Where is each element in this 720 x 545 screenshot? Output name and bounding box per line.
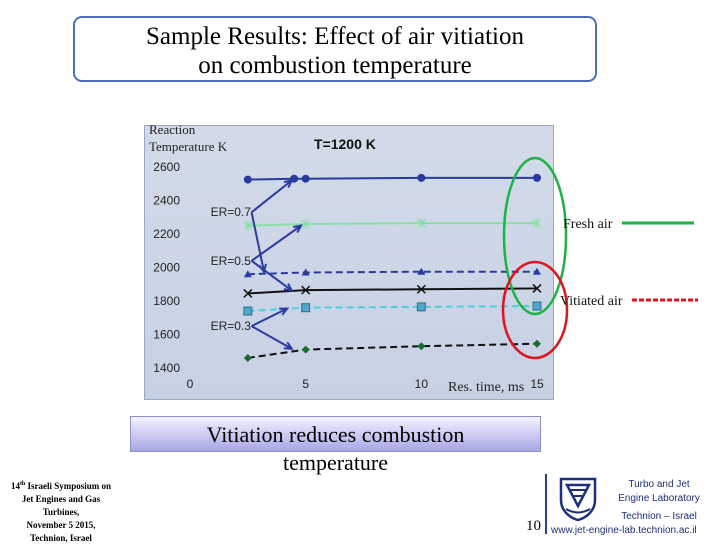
er05-arrow-up-head: [292, 224, 303, 234]
x-tick-label: 5: [302, 377, 309, 391]
data-point-5-0: [243, 353, 252, 362]
y-tick-label: 2400: [153, 194, 180, 208]
y-tick-label: 1600: [153, 328, 180, 342]
x-axis-label: Res. time, ms: [448, 380, 524, 395]
conclusion-text: Vitiation reduces combustion temperature: [130, 421, 541, 477]
chart-frame: [144, 125, 554, 400]
data-point-1-2: [417, 267, 426, 275]
data-point-1-0: [243, 270, 252, 278]
y-tick-label: 1400: [153, 361, 180, 375]
slide-title: Sample Results: Effect of air vitiation …: [73, 16, 597, 82]
data-point-0-0: [243, 175, 252, 184]
er07-arrow-down: [250, 212, 266, 272]
lab-line-3: Technion – Israel: [621, 511, 697, 522]
conclusion-line-2: temperature: [282, 450, 389, 475]
data-point-5-1: [301, 345, 310, 354]
page-number: 10: [526, 518, 541, 534]
title-line-1: Sample Results: Effect of air vitiation: [146, 23, 524, 50]
er05-arrow-down-head: [283, 283, 294, 292]
footer-divider: [545, 474, 547, 534]
fresh-air-highlight: [502, 156, 568, 316]
x-tick-label: 0: [187, 377, 194, 391]
data-point-3-2: [416, 284, 426, 294]
data-point-4-0: [243, 306, 253, 316]
er03-arrow-up-head: [279, 307, 290, 316]
data-point-0-4: [533, 173, 541, 182]
er07-arrow-up: [250, 179, 293, 214]
footer-symposium: Israeli Symposium on: [25, 481, 112, 491]
series-line-3: [247, 287, 538, 295]
data-point-4-3: [532, 301, 542, 311]
er05-arrow-up: [250, 224, 302, 262]
footer-ordinal-suffix: th: [19, 481, 26, 487]
series-line-2: [247, 222, 537, 227]
y-tick-label: 2600: [153, 160, 180, 174]
temperature-chart: 1400 1600 1800 2000 2200 2400 2600 0 5 10 15 Reacti…: [149, 122, 698, 395]
series-line-1: [247, 270, 537, 276]
technion-logo-icon: [559, 477, 597, 522]
data-point-3-3: [532, 283, 542, 293]
footer-line-2: Jet Engines and Gas: [21, 494, 101, 504]
y-tick-label: 2000: [153, 261, 180, 275]
er-label-2: ER=0.3: [211, 319, 252, 333]
x-tick-label: 10: [415, 377, 429, 391]
data-point-0-3: [417, 173, 426, 182]
data-point-4-2: [416, 302, 426, 312]
symposium-footer: 14th Israeli Symposium on Jet Engines an…: [2, 478, 120, 545]
lab-url: www.jet-engine-lab.technion.ac.il: [551, 525, 697, 536]
temperature-annotation: T=1200 K: [314, 136, 376, 152]
data-point-2-1: [301, 218, 311, 229]
footer-location: Technion, Israel: [30, 533, 92, 543]
er07-arrow-up-head: [283, 178, 294, 189]
er03-arrow-down-head: [283, 341, 294, 350]
lab-line-2: Engine Laboratory: [618, 493, 700, 504]
data-point-1-1: [301, 268, 310, 276]
footer-date: November 5 2015,: [26, 520, 96, 530]
data-point-3-1: [301, 285, 311, 295]
title-line-2: on combustion temperature: [198, 52, 472, 79]
data-point-5-3: [533, 339, 541, 348]
footer-line-3: Turbines,: [42, 507, 80, 517]
er03-arrow-up: [251, 307, 288, 328]
data-point-0-2: [301, 174, 310, 183]
data-point-2-3: [532, 218, 542, 229]
legend-fresh-air-label: Fresh air: [563, 217, 613, 232]
series-line-5: [247, 342, 538, 359]
x-tick-label: 15: [530, 377, 544, 391]
er05-arrow-down: [250, 259, 293, 292]
series-line-4: [247, 305, 538, 313]
y-tick-label: 1800: [153, 294, 180, 308]
er03-arrow-down: [251, 325, 293, 350]
lab-name: Turbo and Jet Engine Laboratory Technion…: [604, 478, 714, 524]
lab-line-1: Turbo and Jet: [628, 479, 690, 490]
y-tick-label: 2200: [153, 227, 180, 241]
er-label-0: ER=0.7: [211, 205, 252, 219]
data-point-2-0: [243, 220, 253, 231]
y-axis-label-line-2: Temperature K: [149, 139, 228, 154]
vitiated-air-highlight: [501, 260, 569, 360]
conclusion-box: [130, 416, 541, 452]
data-point-4-1: [301, 303, 311, 313]
er-label-1: ER=0.5: [211, 254, 252, 268]
data-point-3-0: [243, 288, 253, 298]
footer-ordinal: 14: [10, 481, 20, 491]
y-axis-label-line-1: Reaction: [149, 122, 196, 137]
conclusion-line-1: Vitiation reduces combustion: [206, 422, 465, 447]
data-point-5-2: [417, 342, 426, 351]
data-point-2-2: [416, 218, 426, 229]
legend-vitiated-air-label: Vitiated air: [560, 294, 623, 309]
data-point-1-3: [533, 267, 541, 275]
